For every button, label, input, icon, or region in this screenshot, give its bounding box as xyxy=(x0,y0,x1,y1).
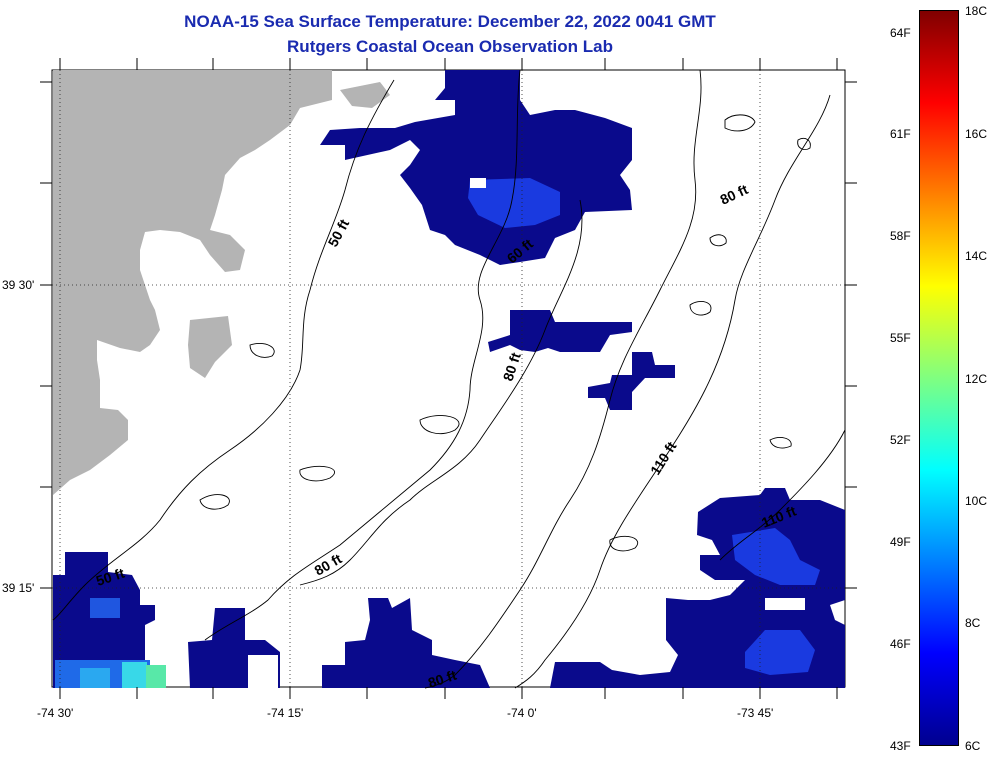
graticule xyxy=(52,70,845,687)
colorbar-c-label: 12C xyxy=(965,372,988,386)
colorbar-f-label: 43F xyxy=(890,739,911,753)
land-patch xyxy=(340,82,390,108)
colorbar-f-label: 46F xyxy=(890,637,911,651)
color-scale-bar xyxy=(919,10,959,746)
colorbar-f-label: 64F xyxy=(890,26,911,40)
lon-label: -74 15' xyxy=(267,706,304,720)
lon-label: -73 45' xyxy=(737,706,774,720)
colorbar-c-label: 6C xyxy=(965,739,981,753)
map-subtitle: Rutgers Coastal Ocean Observation Lab xyxy=(287,37,613,56)
colorbar-c-label: 16C xyxy=(965,127,988,141)
colorbar-f-label: 58F xyxy=(890,229,911,243)
colorbar-f-label: 61F xyxy=(890,127,911,141)
sst-cells-center xyxy=(488,310,675,410)
lon-label: -74 30' xyxy=(37,706,74,720)
bathymetry-contours xyxy=(52,69,846,689)
colorbar-c-label: 14C xyxy=(965,249,988,263)
lat-label: 39 30' xyxy=(2,278,35,292)
sst-cells-southwest-warm xyxy=(55,598,166,688)
axis-ticks xyxy=(40,58,857,699)
sst-cells-southeast-warm xyxy=(732,528,820,675)
sst-gap xyxy=(248,655,278,688)
colorbar-f-label: 55F xyxy=(890,331,911,345)
sst-gap xyxy=(765,598,805,610)
colorbar-c-label: 10C xyxy=(965,494,988,508)
sst-gap xyxy=(470,178,486,188)
colorbar-f-label: 49F xyxy=(890,535,911,549)
colorbar-c-label: 18C xyxy=(965,4,988,18)
colorbar-c-label: 8C xyxy=(965,616,981,630)
land-island xyxy=(188,316,232,378)
lat-label: 39 15' xyxy=(2,581,35,595)
land-mass xyxy=(53,70,332,495)
sst-cells-southwest xyxy=(53,552,490,688)
sst-cells-mid xyxy=(468,178,560,228)
sst-map: 50 ft 60 ft 80 ft 80 ft 110 ft 110 ft 80… xyxy=(40,58,857,699)
colorbar-f-label: 52F xyxy=(890,433,911,447)
lon-label: -74 0' xyxy=(507,706,537,720)
map-title: NOAA-15 Sea Surface Temperature: Decembe… xyxy=(184,12,716,31)
